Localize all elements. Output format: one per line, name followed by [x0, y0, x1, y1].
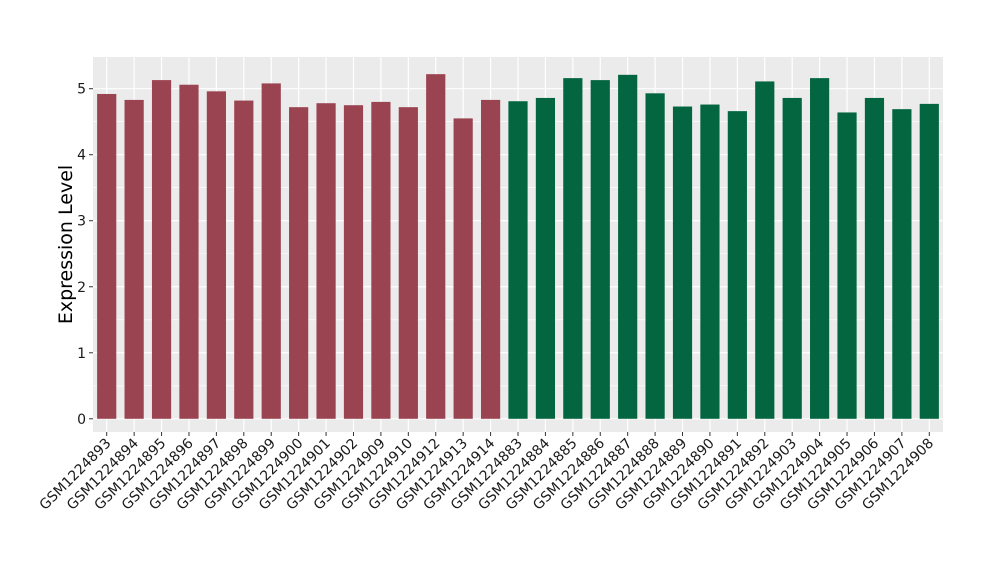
- bar-GSM1224909: [371, 101, 391, 419]
- bar-GSM1224893: [97, 93, 117, 419]
- y-axis: 0 1 2 3 4 5: [77, 82, 93, 428]
- y-axis-title: Expression Level: [55, 165, 77, 324]
- y-tick-label: 3: [77, 214, 86, 230]
- bar-GSM1224885: [563, 78, 583, 419]
- x-axis: GSM1224893GSM1224894GSM1224895GSM1224896…: [37, 432, 937, 513]
- bar-GSM1224883: [508, 101, 528, 419]
- bar-GSM1224897: [206, 91, 226, 419]
- bar-GSM1224905: [837, 112, 857, 419]
- bar-GSM1224888: [645, 93, 665, 419]
- y-tick-label: 0: [77, 412, 86, 428]
- y-tick-label: 1: [77, 346, 86, 362]
- bar-GSM1224895: [151, 80, 172, 419]
- y-tick-label: 5: [77, 82, 86, 98]
- bar-GSM1224896: [179, 84, 199, 419]
- bar-GSM1224891: [727, 111, 747, 419]
- bar-GSM1224899: [261, 83, 281, 419]
- bar-GSM1224902: [343, 105, 364, 419]
- bar-GSM1224900: [289, 107, 309, 419]
- bar-GSM1224890: [700, 104, 720, 419]
- bar-GSM1224887: [618, 74, 638, 419]
- bar-GSM1224889: [672, 106, 693, 419]
- bar-GSM1224913: [453, 118, 473, 419]
- bars: [97, 74, 939, 419]
- bar-GSM1224898: [234, 100, 254, 419]
- bar-GSM1224884: [535, 97, 556, 419]
- bar-GSM1224892: [755, 81, 775, 419]
- bar-GSM1224904: [810, 78, 830, 419]
- bar-GSM1224908: [919, 103, 939, 419]
- bar-GSM1224914: [480, 99, 501, 419]
- bar-GSM1224886: [590, 80, 610, 419]
- bar-GSM1224903: [782, 97, 802, 419]
- bar-GSM1224907: [892, 109, 912, 419]
- bar-GSM1224906: [864, 97, 885, 419]
- y-tick-label: 4: [77, 148, 86, 164]
- bar-GSM1224910: [398, 107, 418, 419]
- bar-GSM1224901: [316, 103, 336, 419]
- bar-GSM1224912: [426, 74, 446, 419]
- bar-GSM1224894: [124, 99, 144, 419]
- y-tick-label: 2: [77, 280, 86, 296]
